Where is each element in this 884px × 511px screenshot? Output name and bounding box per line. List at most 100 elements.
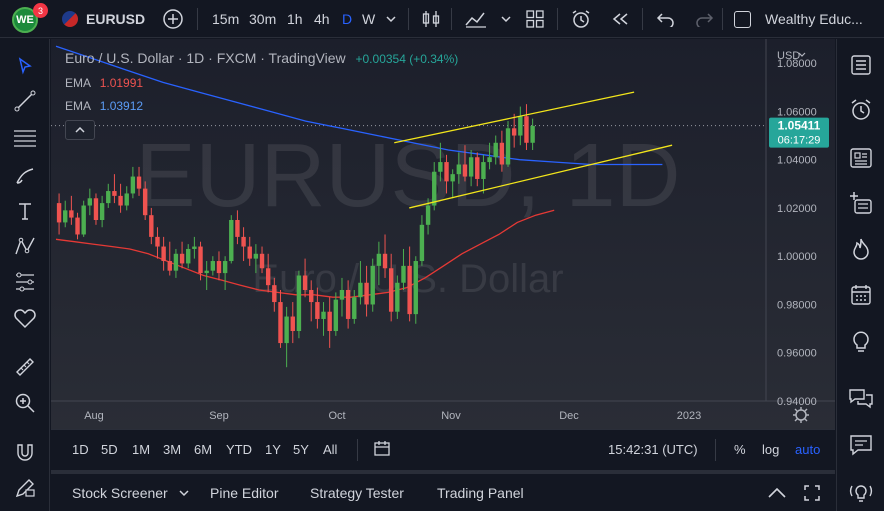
replay-button[interactable] <box>610 0 630 38</box>
ema-legend-fast[interactable]: EMA 1.01991 <box>65 76 143 90</box>
candle-body <box>302 275 308 290</box>
range-ytd[interactable]: YTD <box>226 442 252 457</box>
chevron-down-icon <box>501 16 511 23</box>
pattern-tool[interactable] <box>12 233 38 259</box>
trendline-tool[interactable] <box>12 88 38 114</box>
timezone-clock[interactable]: 15:42:31 (UTC) <box>608 442 698 457</box>
candle <box>475 152 480 187</box>
candle <box>81 200 86 237</box>
brush-tool[interactable] <box>12 163 38 189</box>
interval-w[interactable]: W <box>362 0 375 38</box>
range-3m[interactable]: 3M <box>163 442 182 457</box>
chart-canvas[interactable]: EURUSD, 1D Euro / U.S. Dollar 1.080001.0… <box>51 39 835 429</box>
candle <box>388 253 394 322</box>
interval-label: 15m <box>212 11 240 27</box>
range-6m[interactable]: 6M <box>194 442 213 457</box>
ema-slow-line[interactable] <box>55 45 663 166</box>
interval-label: 30m <box>249 11 277 27</box>
price-tick-label: 0.96000 <box>777 348 817 360</box>
candle-body <box>370 265 375 305</box>
layout-selector[interactable]: Wealthy Educ... <box>734 0 863 38</box>
range-5y[interactable]: 5Y <box>293 442 309 457</box>
tab-trading-panel[interactable]: Trading Panel <box>437 484 524 501</box>
currency-label[interactable]: USD <box>777 50 800 62</box>
candle <box>186 244 191 269</box>
log-scale-toggle[interactable]: log <box>762 442 780 457</box>
tab-label: Stock Screener <box>72 484 168 501</box>
zoom-in-icon <box>15 393 35 413</box>
lightbulb-broadcast-icon <box>849 485 873 502</box>
brush-icon <box>16 168 34 184</box>
candle-body <box>81 205 86 235</box>
percent-scale-toggle[interactable]: % <box>734 442 746 457</box>
range-5d[interactable]: 5D <box>101 442 118 457</box>
symbol-search[interactable]: EURUSD <box>62 0 145 38</box>
tab-strategy-tester[interactable]: Strategy Tester <box>310 484 404 501</box>
cursor-tool[interactable] <box>12 53 38 79</box>
zoom-tool[interactable] <box>12 390 38 416</box>
ema-legend-slow[interactable]: EMA 1.03912 <box>65 99 143 113</box>
fib-tool[interactable] <box>12 125 38 151</box>
redo-icon <box>696 13 714 27</box>
candle-body <box>93 198 99 220</box>
maximize-panel-button[interactable] <box>803 484 821 505</box>
chats-button[interactable] <box>848 386 874 412</box>
axis-settings-button[interactable] <box>793 407 809 423</box>
alert-button[interactable] <box>570 0 592 38</box>
magnet-tool[interactable] <box>12 439 38 465</box>
candle-body <box>468 157 474 177</box>
interval-4h[interactable]: 4h <box>314 0 330 38</box>
candle <box>450 169 455 199</box>
calendar-button[interactable] <box>848 282 874 308</box>
candle-body <box>382 253 388 269</box>
interval-30m[interactable]: 30m <box>249 0 276 38</box>
redo-button[interactable] <box>694 0 714 38</box>
auto-scale-toggle[interactable]: auto <box>795 442 821 457</box>
add-list-button[interactable] <box>848 190 874 216</box>
lock-drawings-tool[interactable] <box>12 475 38 501</box>
chart-pane[interactable]: EURUSD, 1D Euro / U.S. Dollar 1.08000 1.0… <box>51 39 835 429</box>
hotlists-button[interactable] <box>848 236 874 262</box>
messages-button[interactable] <box>848 432 874 458</box>
measure-tool[interactable] <box>12 354 38 380</box>
forecast-tool[interactable] <box>12 269 38 295</box>
calendar-range-icon <box>374 441 390 456</box>
range-all[interactable]: All <box>323 442 338 457</box>
interval-d-active[interactable]: D <box>342 0 352 38</box>
watchlist-button[interactable] <box>848 52 874 78</box>
current-price-tag: 1.05411 06:17:29 <box>769 117 829 148</box>
range-1y[interactable]: 1Y <box>265 442 281 457</box>
channel-lower-line[interactable] <box>409 144 673 209</box>
text-tool[interactable] <box>12 198 38 224</box>
channel-upper-line[interactable] <box>394 91 635 144</box>
help-button[interactable] <box>848 478 874 504</box>
layout-grid-button[interactable] <box>525 0 545 38</box>
goto-date-button[interactable] <box>373 440 391 461</box>
interval-15m[interactable]: 15m <box>212 0 239 38</box>
compare-add-button[interactable] <box>162 0 184 38</box>
range-1d[interactable]: 1D <box>72 442 89 457</box>
alerts-button[interactable] <box>848 97 874 123</box>
range-1m[interactable]: 1M <box>132 442 151 457</box>
candle <box>401 248 406 290</box>
favorites-tool[interactable] <box>12 305 38 331</box>
candle <box>487 142 492 170</box>
interval-label: D <box>342 11 353 27</box>
chart-type-button[interactable] <box>421 0 441 38</box>
collapse-legend-button[interactable] <box>65 120 95 140</box>
undo-button[interactable] <box>656 0 676 38</box>
news-button[interactable] <box>848 145 874 171</box>
indicators-dropdown[interactable] <box>500 0 512 38</box>
tab-pine-editor[interactable]: Pine Editor <box>210 484 279 501</box>
collapse-panel-button[interactable] <box>767 486 787 502</box>
interval-1h[interactable]: 1h <box>287 0 303 38</box>
indicators-button[interactable] <box>464 0 488 38</box>
divider <box>715 438 716 461</box>
candle <box>142 181 148 220</box>
ideas-button[interactable] <box>848 328 874 354</box>
candle <box>75 212 80 240</box>
interval-dropdown[interactable] <box>385 0 397 38</box>
tab-stock-screener[interactable]: Stock Screener <box>72 485 190 501</box>
candle <box>407 246 412 322</box>
candle <box>333 292 339 336</box>
